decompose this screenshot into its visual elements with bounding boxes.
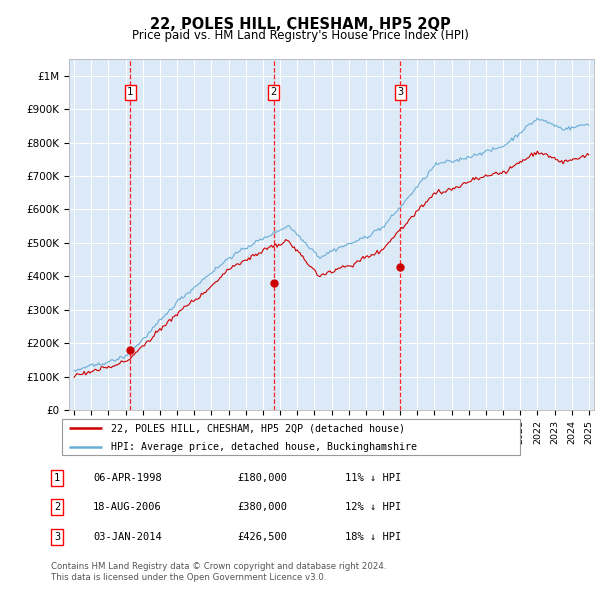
Text: 2: 2 — [54, 503, 60, 512]
Text: Contains HM Land Registry data © Crown copyright and database right 2024.: Contains HM Land Registry data © Crown c… — [51, 562, 386, 571]
Text: 18% ↓ HPI: 18% ↓ HPI — [345, 532, 401, 542]
Text: 18-AUG-2006: 18-AUG-2006 — [93, 503, 162, 512]
Text: 22, POLES HILL, CHESHAM, HP5 2QP (detached house): 22, POLES HILL, CHESHAM, HP5 2QP (detach… — [111, 424, 405, 434]
Text: £380,000: £380,000 — [237, 503, 287, 512]
Text: 22, POLES HILL, CHESHAM, HP5 2QP: 22, POLES HILL, CHESHAM, HP5 2QP — [149, 17, 451, 31]
Text: 06-APR-1998: 06-APR-1998 — [93, 473, 162, 483]
Text: 1: 1 — [54, 473, 60, 483]
Text: 3: 3 — [397, 87, 403, 97]
Text: £180,000: £180,000 — [237, 473, 287, 483]
Text: Price paid vs. HM Land Registry's House Price Index (HPI): Price paid vs. HM Land Registry's House … — [131, 30, 469, 42]
Text: £426,500: £426,500 — [237, 532, 287, 542]
Text: HPI: Average price, detached house, Buckinghamshire: HPI: Average price, detached house, Buck… — [111, 442, 417, 452]
Text: 03-JAN-2014: 03-JAN-2014 — [93, 532, 162, 542]
Text: 2: 2 — [271, 87, 277, 97]
Text: This data is licensed under the Open Government Licence v3.0.: This data is licensed under the Open Gov… — [51, 572, 326, 582]
Text: 11% ↓ HPI: 11% ↓ HPI — [345, 473, 401, 483]
Text: 1: 1 — [127, 87, 133, 97]
Text: 3: 3 — [54, 532, 60, 542]
Text: 12% ↓ HPI: 12% ↓ HPI — [345, 503, 401, 512]
